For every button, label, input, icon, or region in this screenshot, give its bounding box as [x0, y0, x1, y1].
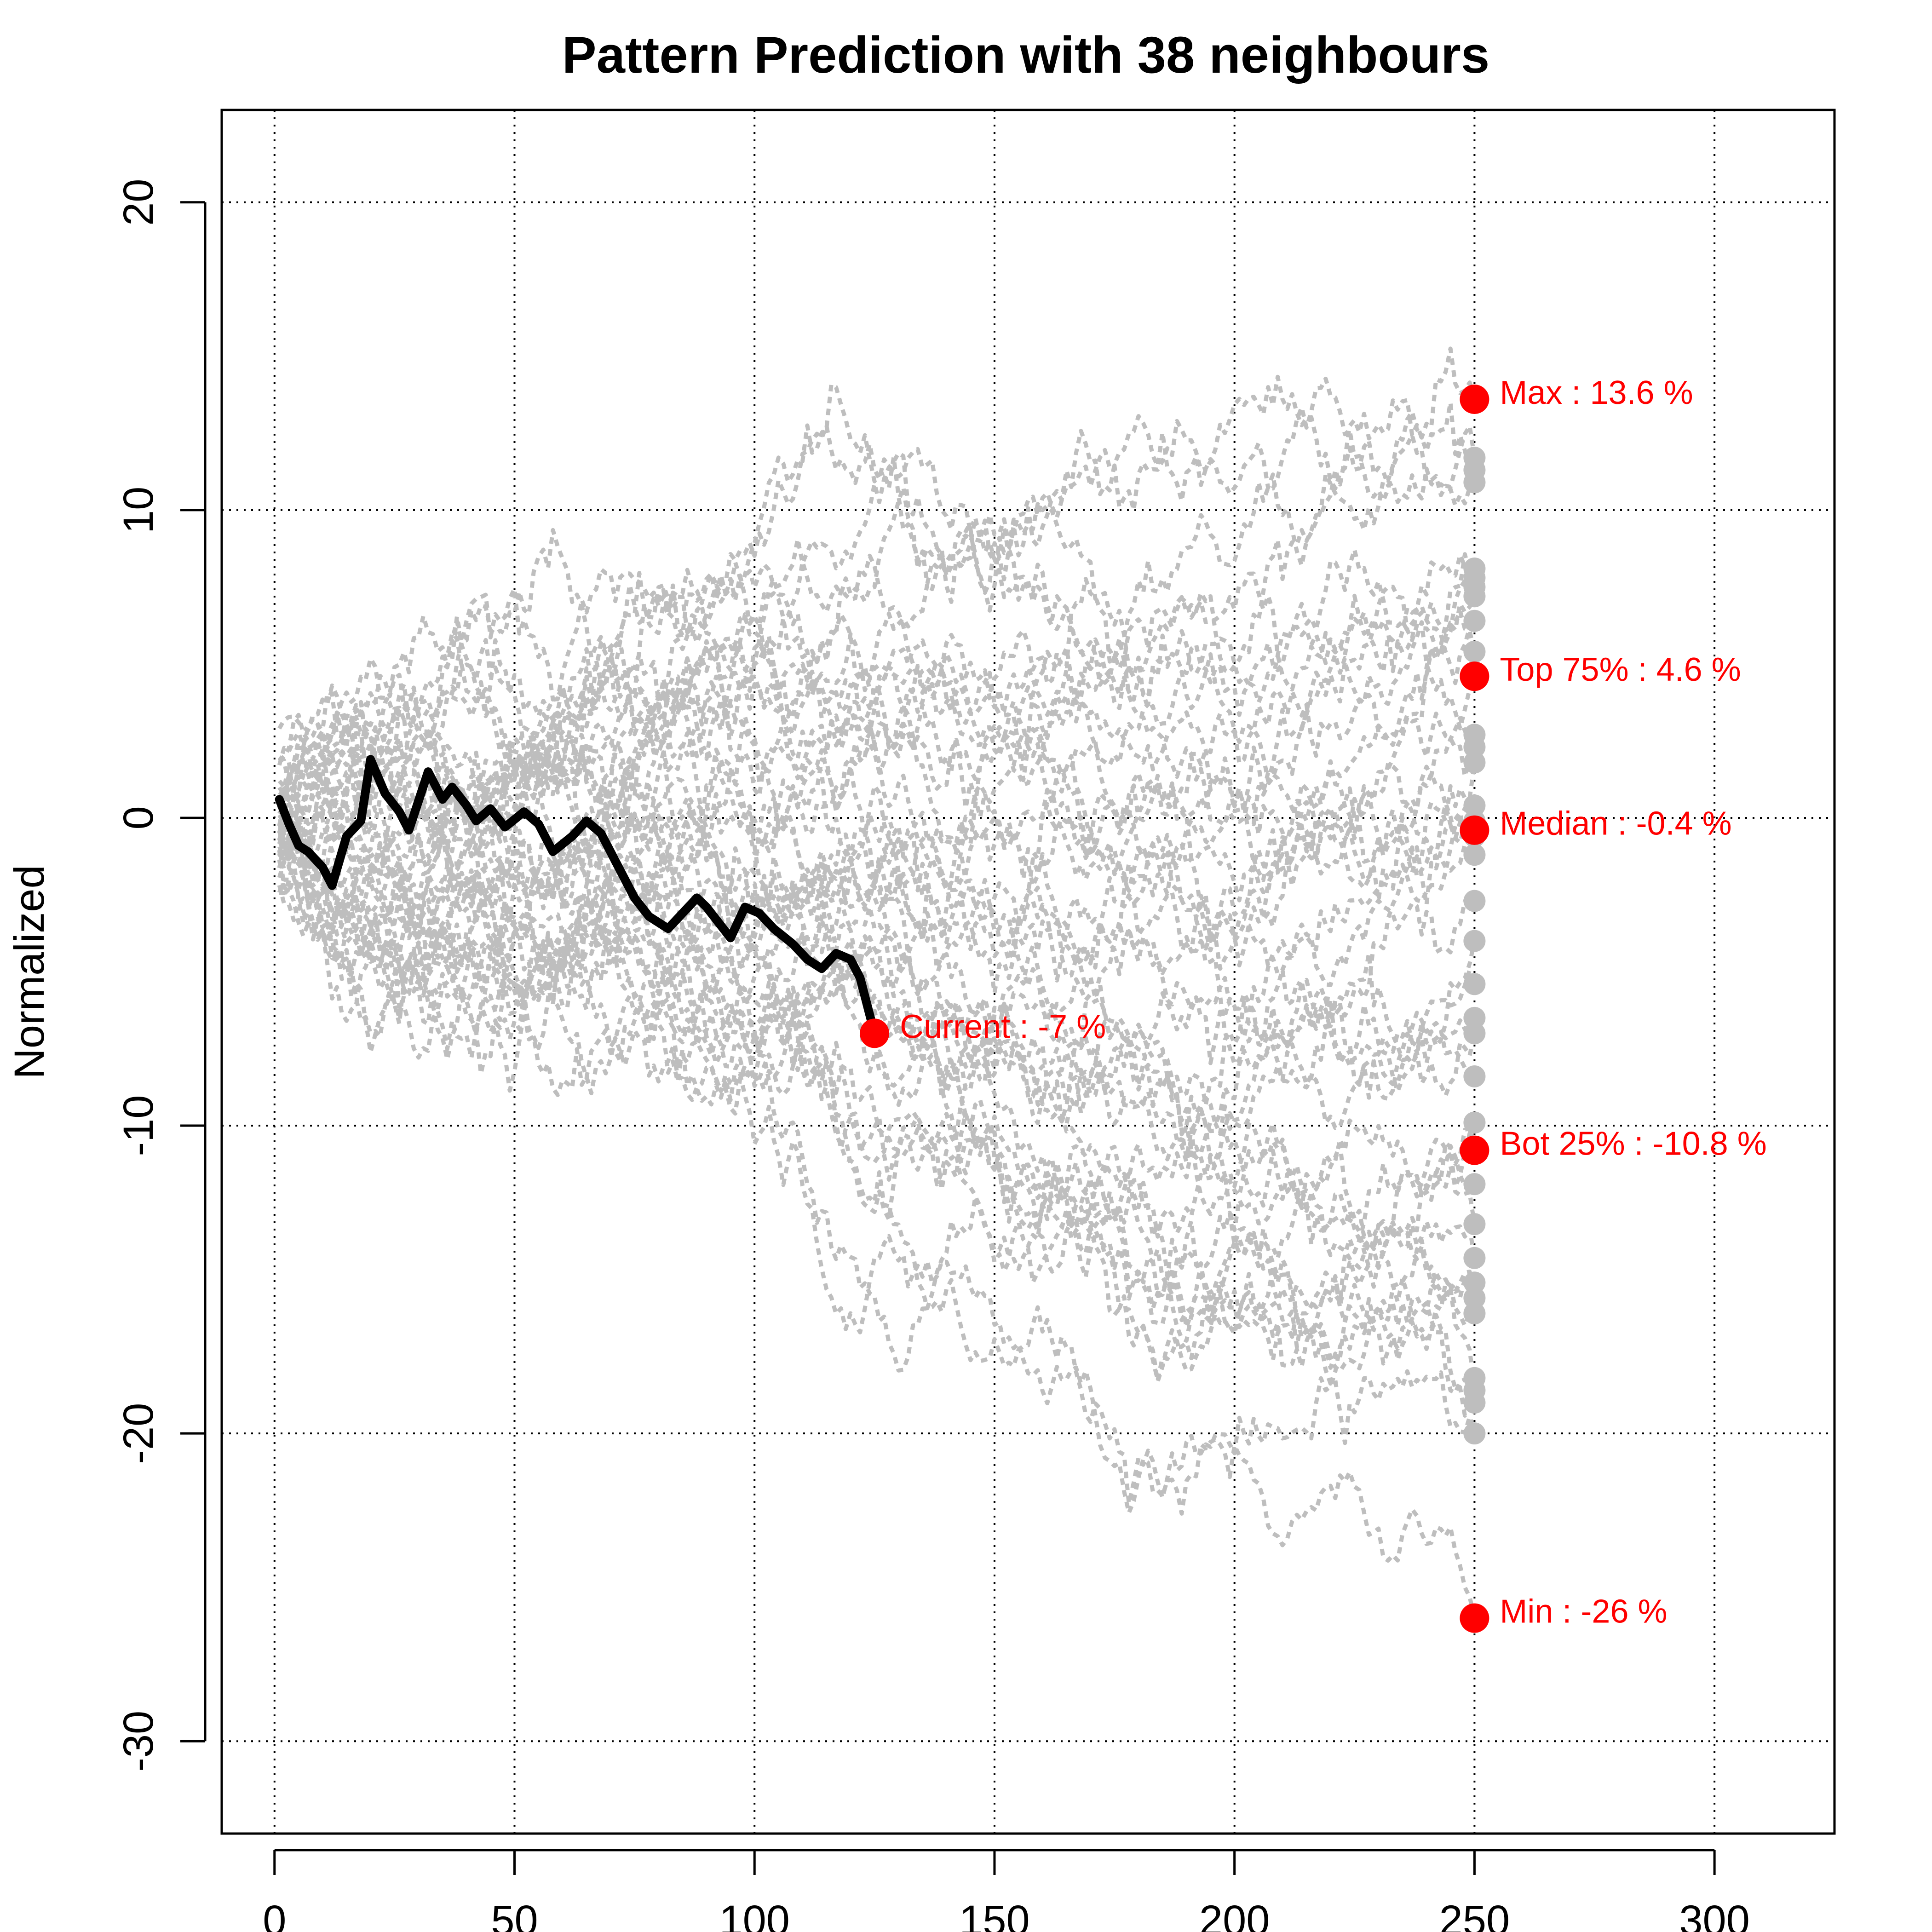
neighbour-line [279, 831, 1476, 1339]
x-axis: 0 50 100 150 200 250 300 [263, 1849, 1750, 1932]
neighbour-endpoints [1463, 388, 1486, 1629]
neighbour-line [278, 547, 1477, 866]
summary-label: Max : 13.6 % [1500, 374, 1693, 411]
x-tick-label: 250 [1439, 1897, 1510, 1932]
neighbour-line [278, 651, 1477, 1070]
neighbour-endpoint [1463, 1022, 1486, 1045]
summary-label: Top 75% : 4.6 % [1500, 651, 1741, 688]
neighbour-line [278, 612, 1476, 987]
y-axis-label: Normalized [6, 865, 53, 1079]
summary-point [1460, 1603, 1489, 1633]
neighbour-endpoint [1463, 844, 1486, 866]
neighbour-endpoint [1463, 794, 1486, 817]
neighbour-line [277, 346, 1477, 766]
neighbour-line [277, 756, 1476, 1004]
neighbour-lines [277, 346, 1477, 1619]
y-axis: -30 -20 -10 0 10 20 [115, 179, 207, 1772]
neighbour-endpoint [1463, 1065, 1486, 1087]
y-tick-label: -20 [115, 1403, 162, 1464]
summary-point [1460, 815, 1489, 845]
x-tick-label: 100 [719, 1897, 790, 1932]
neighbour-line [277, 830, 1477, 1391]
neighbour-endpoint [1463, 585, 1486, 608]
neighbour-endpoint [1463, 1213, 1486, 1236]
neighbour-line [277, 823, 1477, 1619]
summary-point [860, 1018, 890, 1048]
neighbour-endpoint [1463, 1287, 1486, 1309]
y-tick-label: -30 [115, 1711, 162, 1772]
neighbour-endpoint [1463, 1247, 1486, 1269]
y-tick-label: -10 [115, 1095, 162, 1156]
x-tick-label: 300 [1679, 1897, 1750, 1932]
neighbour-endpoint [1463, 751, 1486, 774]
summary-label: Min : -26 % [1500, 1593, 1667, 1630]
neighbour-line [277, 752, 1477, 966]
neighbour-line [277, 451, 1477, 841]
neighbour-endpoint [1463, 1271, 1486, 1294]
neighbour-endpoint [1463, 890, 1486, 912]
neighbour-line [278, 755, 1477, 1403]
neighbour-line [278, 716, 1477, 1210]
summary-label: Current : -7 % [900, 1008, 1106, 1045]
neighbour-line [277, 609, 1477, 912]
x-tick-label: 50 [491, 1897, 538, 1932]
x-tick-label: 150 [959, 1897, 1030, 1932]
neighbour-endpoint [1463, 1006, 1486, 1029]
x-tick-label: 0 [263, 1897, 286, 1932]
neighbour-endpoint [1463, 930, 1486, 952]
summary-point [1460, 384, 1489, 414]
neighbour-endpoint [1463, 1392, 1486, 1414]
neighbour-endpoint [1463, 1302, 1486, 1325]
neighbour-line [277, 832, 1477, 1289]
neighbour-endpoint [1463, 736, 1486, 759]
neighbour-endpoint [1463, 1111, 1486, 1134]
y-tick-label: 10 [115, 487, 162, 534]
neighbour-endpoint [1463, 471, 1486, 494]
neighbour-line [279, 858, 1477, 1445]
summary-markers: Max : 13.6 % Top 75% : 4.6 % Median : -0.4… [860, 374, 1767, 1633]
summary-point [1460, 661, 1489, 691]
neighbour-endpoint [1463, 1173, 1486, 1196]
neighbour-line [277, 707, 1477, 1382]
neighbour-line [278, 674, 1477, 953]
summary-label: Median : -0.4 % [1500, 805, 1731, 842]
y-tick-label: 0 [115, 806, 162, 829]
neighbour-endpoint [1463, 610, 1486, 632]
summary-label: Bot 25% : -10.8 % [1500, 1126, 1766, 1162]
summary-point [1460, 1135, 1489, 1165]
neighbour-endpoint [1463, 1422, 1486, 1445]
neighbour-line [278, 656, 1477, 1418]
neighbour-line [277, 712, 1477, 1506]
neighbour-line [277, 811, 1477, 1164]
current-series [275, 755, 879, 1038]
neighbour-endpoint [1463, 973, 1486, 995]
x-tick-label: 200 [1199, 1897, 1270, 1932]
neighbour-line [277, 577, 1477, 885]
plot-frame [220, 109, 1836, 1835]
current-line [275, 755, 879, 1038]
neighbour-endpoint [1463, 640, 1486, 663]
neighbour-line [277, 553, 1477, 879]
y-tick-label: 20 [115, 179, 162, 226]
chart-title: Pattern Prediction with 38 neighbours [562, 26, 1489, 84]
